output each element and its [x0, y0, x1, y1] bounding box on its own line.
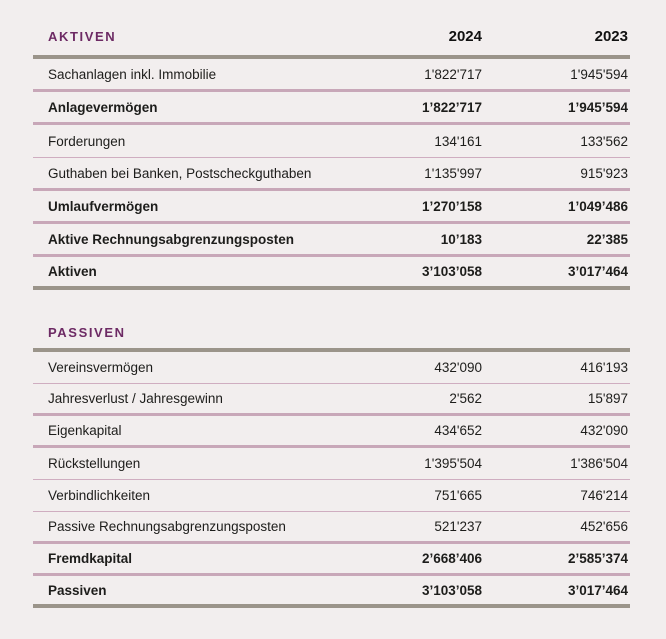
row-label: Passive Rechnungsabgrenzungsposten — [48, 519, 286, 534]
row-label: Aktiven — [48, 264, 97, 279]
table-row: Anlagevermögen 1’822’717 1’945’594 — [33, 92, 630, 125]
row-label: Guthaben bei Banken, Postscheckguthaben — [48, 165, 312, 181]
value-2024: 1’270’158 — [421, 198, 482, 214]
table-row: Aktive Rechnungsabgrenzungsposten 10’183… — [33, 224, 630, 257]
section-passiven: PASSIVEN Vereinsvermögen 432'090 416'193… — [33, 316, 630, 608]
value-2023: 915'923 — [580, 165, 628, 181]
table-row: Jahresverlust / Jahresgewinn 2'562 15'89… — [33, 384, 630, 416]
value-2024: 1’822’717 — [421, 99, 482, 115]
value-2023: 2’585’374 — [567, 551, 628, 566]
value-2024: 2’668’406 — [421, 551, 482, 566]
row-label: Rückstellungen — [48, 456, 141, 471]
value-2023: 432'090 — [580, 423, 628, 438]
row-label: Aktive Rechnungsabgrenzungsposten — [48, 231, 295, 247]
table-row: Fremdkapital 2’668’406 2’585’374 — [33, 544, 630, 576]
value-2023: 15'897 — [587, 391, 628, 406]
col-header-2024: 2024 — [448, 28, 482, 45]
value-2024: 10’183 — [440, 231, 482, 247]
row-label: Verbindlichkeiten — [48, 488, 151, 503]
value-2024: 1'135'997 — [424, 165, 482, 181]
table-row: Passive Rechnungsabgrenzungsposten 521'2… — [33, 512, 630, 544]
value-2023: 3’017’464 — [567, 582, 628, 598]
table-row: Vereinsvermögen 432'090 416'193 — [33, 352, 630, 384]
section-aktiven: AKTIVEN 2024 2023 Sachanlagen inkl. Immo… — [33, 18, 630, 290]
balance-sheet: AKTIVEN 2024 2023 Sachanlagen inkl. Immo… — [33, 18, 630, 608]
value-2024: 432'090 — [434, 360, 482, 375]
value-2024: 2'562 — [449, 391, 482, 406]
value-2024: 521'237 — [434, 519, 482, 534]
value-2023: 416'193 — [580, 360, 628, 375]
table-row: Forderungen 134'161 133'562 — [33, 125, 630, 158]
row-label: Anlagevermögen — [48, 99, 158, 115]
table-row: Rückstellungen 1'395'504 1'386'504 — [33, 448, 630, 480]
table-row: Guthaben bei Banken, Postscheckguthaben … — [33, 158, 630, 191]
value-2024: 3’103’058 — [421, 582, 482, 598]
row-label: Sachanlagen inkl. Immobilie — [48, 66, 217, 82]
value-2023: 1’049’486 — [567, 198, 628, 214]
row-label: Umlaufvermögen — [48, 198, 159, 214]
passiven-header-row: PASSIVEN — [33, 316, 630, 352]
value-2023: 22’385 — [586, 231, 628, 247]
value-2023: 1'945'594 — [570, 66, 628, 82]
value-2024: 434'652 — [434, 423, 482, 438]
table-row: Verbindlichkeiten 751'665 746'214 — [33, 480, 630, 512]
value-2023: 452'656 — [580, 519, 628, 534]
table-row: Sachanlagen inkl. Immobilie 1'822'717 1'… — [33, 59, 630, 92]
value-2024: 751'665 — [434, 488, 482, 503]
table-row: Eigenkapital 434'652 432'090 — [33, 416, 630, 448]
table-row: Umlaufvermögen 1’270’158 1’049’486 — [33, 191, 630, 224]
value-2023: 1'386'504 — [570, 456, 628, 471]
aktiven-header-row: AKTIVEN 2024 2023 — [33, 18, 630, 59]
value-2023: 1’945’594 — [567, 99, 628, 115]
value-2023: 3’017’464 — [567, 264, 628, 279]
row-label: Eigenkapital — [48, 423, 122, 438]
value-2024: 1'395'504 — [424, 456, 482, 471]
table-row: Aktiven 3’103’058 3’017’464 — [33, 257, 630, 290]
row-label: Passiven — [48, 582, 107, 598]
col-header-2023: 2023 — [594, 28, 628, 45]
value-2023: 133'562 — [580, 133, 628, 149]
row-label: Vereinsvermögen — [48, 360, 154, 375]
row-label: Fremdkapital — [48, 551, 133, 566]
value-2024: 134'161 — [434, 133, 482, 149]
value-2024: 3’103’058 — [421, 264, 482, 279]
table-row: Passiven 3’103’058 3’017’464 — [33, 576, 630, 608]
row-label: Jahresverlust / Jahresgewinn — [48, 391, 223, 406]
row-label: Forderungen — [48, 133, 126, 149]
section-title-aktiven: AKTIVEN — [48, 29, 117, 44]
value-2023: 746'214 — [580, 488, 628, 503]
section-title-passiven: PASSIVEN — [48, 324, 126, 340]
value-2024: 1'822'717 — [424, 66, 482, 82]
